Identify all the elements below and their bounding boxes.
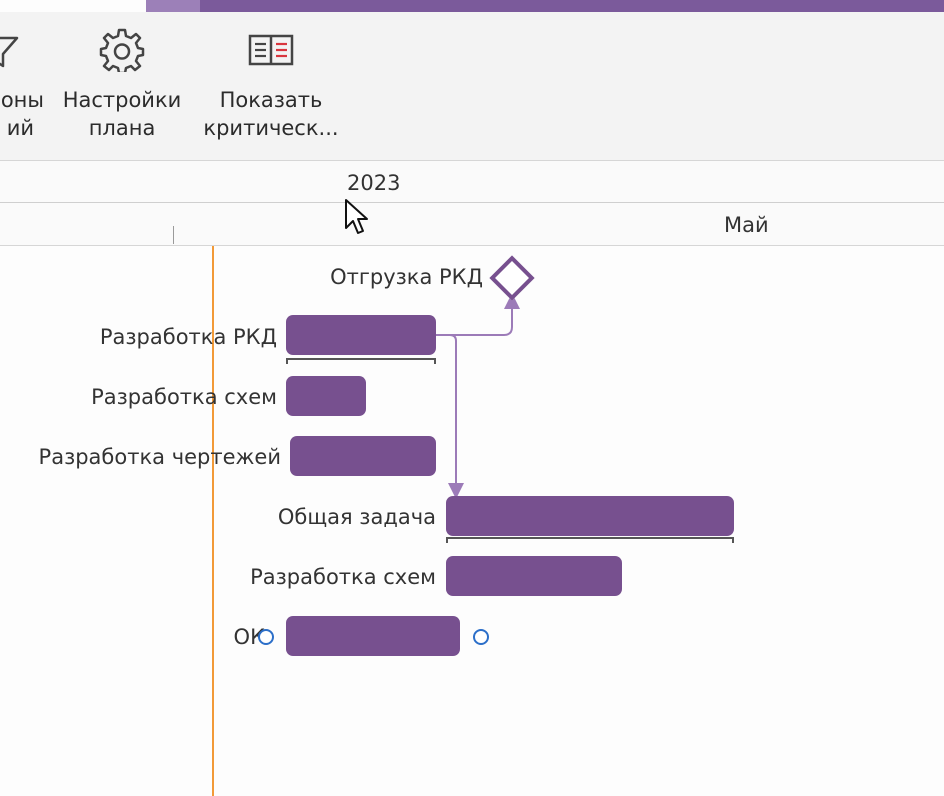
critical-path-button[interactable]: Показать критическ... <box>202 26 340 142</box>
today-line <box>212 246 214 796</box>
ribbon: оны ий Настройки плана <box>0 12 944 161</box>
task-bar-rkd[interactable] <box>286 315 436 355</box>
timescale-tick <box>173 226 174 244</box>
milestones-label-1: оны <box>0 88 44 112</box>
task-label-schemes[interactable]: Разработка схем <box>91 385 277 409</box>
link-handle-left[interactable] <box>258 629 274 645</box>
summary-bracket <box>446 537 734 543</box>
timescale-divider <box>0 202 944 203</box>
critical-path-label-2: критическ... <box>203 116 339 140</box>
milestones-button[interactable]: оны ий <box>0 26 48 142</box>
task-label-general[interactable]: Общая задача <box>277 505 436 529</box>
dependency-links <box>436 293 520 499</box>
plan-settings-label-1: Настройки <box>62 88 182 112</box>
gear-icon <box>60 26 184 75</box>
task-label-drawings[interactable]: Разработка чертежей <box>38 445 281 469</box>
task-bar-ok[interactable] <box>286 616 460 656</box>
task-bar-schemes[interactable] <box>286 376 366 416</box>
task-label-ok[interactable]: ОК <box>233 625 265 649</box>
task-label-shipment[interactable]: Отгрузка РКД <box>330 265 483 289</box>
plan-settings-label-2: плана <box>88 116 156 140</box>
year-label: 2023 <box>347 171 401 195</box>
link-rkd-to-shipment[interactable] <box>436 293 520 336</box>
mouse-cursor-icon <box>344 198 370 242</box>
timescale: 2023 Май <box>0 161 944 246</box>
summary-bracket <box>286 358 436 364</box>
title-bar <box>146 0 944 12</box>
milestones-label-2: ий <box>6 116 34 140</box>
link-handle-right[interactable] <box>473 629 489 645</box>
gantt-canvas[interactable]: Отгрузка РКД Разработка РКД Разработка с… <box>0 246 944 796</box>
title-bar-tab <box>146 0 200 12</box>
funnel-icon <box>0 26 48 72</box>
task-label-schemes-2[interactable]: Разработка схем <box>250 565 436 589</box>
month-label: Май <box>724 213 769 237</box>
critical-path-label-1: Показать <box>219 88 323 112</box>
book-icon <box>202 26 340 72</box>
task-bar-drawings[interactable] <box>290 436 436 476</box>
task-bar-schemes-2[interactable] <box>446 556 622 596</box>
task-label-rkd[interactable]: Разработка РКД <box>99 325 277 349</box>
task-bar-general[interactable] <box>446 496 734 536</box>
link-rkd-to-general[interactable] <box>436 334 464 499</box>
plan-settings-button[interactable]: Настройки плана <box>60 26 184 142</box>
